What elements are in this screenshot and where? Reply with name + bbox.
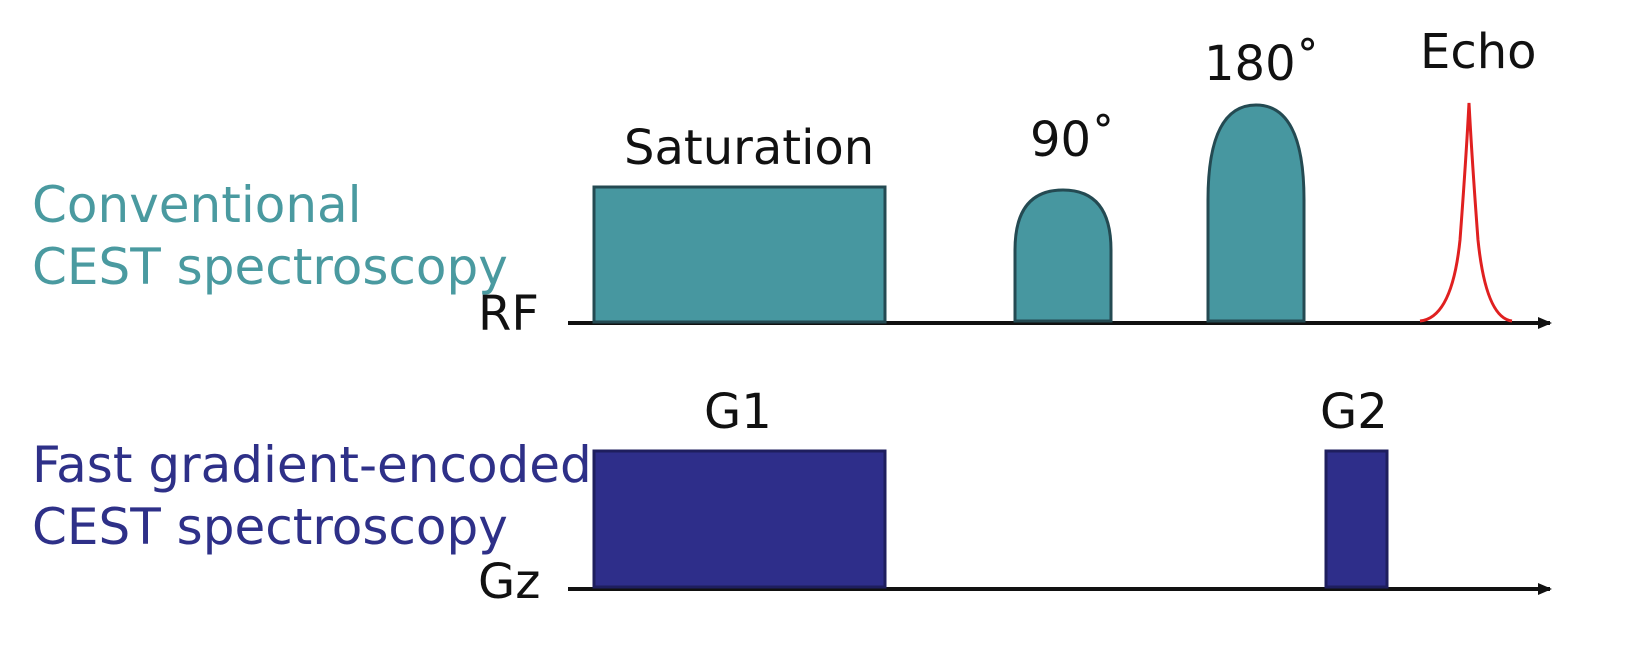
pulse-180-label: 180˚ [1204, 36, 1320, 92]
conventional-title-line1: Conventional [32, 176, 362, 234]
pulse-90-label: 90˚ [1030, 112, 1116, 168]
conventional-title-line2: CEST spectroscopy [32, 238, 508, 296]
saturation-pulse [592, 185, 887, 324]
g2-label: G2 [1320, 384, 1388, 440]
g1-label: G1 [704, 384, 772, 440]
fast-title-line2: CEST spectroscopy [32, 498, 508, 556]
rf-axis-label: RF [478, 286, 539, 342]
g1-gradient [592, 449, 887, 589]
fast-title-line1: Fast gradient-encoded [32, 436, 592, 494]
echo-signal [1419, 102, 1513, 323]
pulse-90-shape [1013, 188, 1113, 323]
echo-label: Echo [1420, 24, 1537, 80]
pulse-180-shape [1206, 103, 1306, 323]
saturation-label: Saturation [624, 120, 875, 176]
gz-axis-label: Gz [478, 554, 541, 610]
g2-gradient [1324, 449, 1389, 589]
